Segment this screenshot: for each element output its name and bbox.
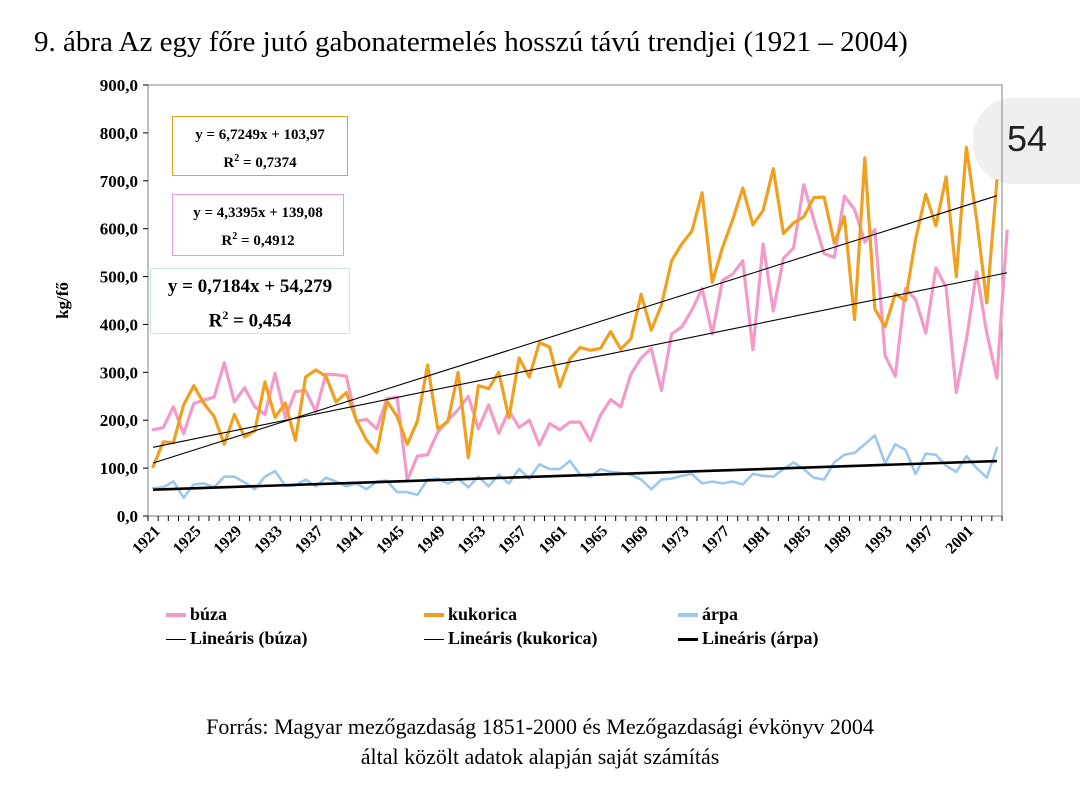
- source-line-1: Forrás: Magyar mezőgazdaság 1851-2000 és…: [206, 714, 874, 739]
- legend-swatch: [166, 613, 186, 617]
- trend-equation-arpa: y = 0,7184x + 54,279 R2 = 0,454: [150, 268, 350, 334]
- line-chart: 0,0 100,0 200,0 300,0 400,0 500,0 600,0 700,0 80…: [53, 76, 1009, 558]
- x-tick-label: 1937: [292, 523, 327, 558]
- series-line-buza: [151, 183, 1009, 482]
- legend-swatch: [424, 639, 444, 640]
- legend-swatch: [166, 639, 186, 640]
- y-axis-title: kg/fő: [53, 282, 72, 319]
- legend-swatch: [424, 613, 444, 617]
- x-tick-label: 1973: [658, 523, 693, 558]
- x-tick-label: 1941: [333, 523, 368, 558]
- x-tick-label: 1925: [170, 523, 205, 558]
- y-tick-label: 200,0: [100, 411, 138, 430]
- y-tick-label: 300,0: [100, 363, 138, 382]
- x-tick-label: 1989: [821, 523, 856, 558]
- y-tick-label: 700,0: [100, 172, 138, 191]
- x-tick-label: 1933: [251, 523, 286, 558]
- x-tick-label: 2001: [943, 523, 978, 558]
- r-squared-text: R2 = 0,4912: [221, 231, 295, 249]
- x-tick-label: 1961: [536, 523, 571, 558]
- slide-number-badge: 54: [973, 98, 1080, 184]
- x-tick-label: 1953: [455, 523, 490, 558]
- equation-text: y = 6,7249x + 103,97: [195, 127, 325, 143]
- equation-text: y = 0,7184x + 54,279: [167, 276, 333, 297]
- source-note: Forrás: Magyar mezőgazdaság 1851-2000 és…: [0, 712, 1080, 772]
- trendline-kukorica: [152, 195, 998, 464]
- x-tick-label: 1949: [414, 523, 449, 558]
- y-tick-label: 0,0: [117, 507, 138, 526]
- y-tick-label: 500,0: [100, 268, 138, 287]
- r-squared-text: R2 = 0,7374: [223, 153, 297, 171]
- x-tick-label: 1945: [373, 523, 408, 558]
- legend-swatch: [678, 638, 698, 641]
- y-tick-label: 100,0: [100, 459, 138, 478]
- r-squared-text: R2 = 0,454: [208, 308, 292, 332]
- x-tick-label: 1969: [617, 523, 652, 558]
- equation-text: y = 4,3395x + 139,08: [193, 205, 323, 221]
- legend-swatch: [678, 613, 698, 617]
- source-line-2: által közölt adatok alapján saját számít…: [360, 744, 720, 769]
- slide-number: 54: [1007, 118, 1048, 159]
- x-tick-label: 1977: [699, 523, 734, 558]
- trend-equation-kukorica: y = 6,7249x + 103,97 R2 = 0,7374: [172, 116, 348, 176]
- y-tick-label: 800,0: [100, 124, 138, 143]
- x-tick-label: 1929: [211, 523, 246, 558]
- x-tick-label: 1993: [861, 523, 896, 558]
- chart-title: 9. ábra Az egy főre jutó gabonatermelés …: [34, 26, 908, 58]
- series-line-kukorica: [151, 145, 999, 469]
- y-tick-label: 600,0: [100, 220, 138, 239]
- x-tick-label: 1981: [739, 523, 774, 558]
- x-tick-label: 1957: [495, 523, 530, 558]
- x-tick-label: 1997: [902, 523, 937, 558]
- x-tick-label: 1985: [780, 523, 815, 558]
- y-tick-label: 400,0: [100, 315, 138, 334]
- trend-equation-buza: y = 4,3395x + 139,08 R2 = 0,4912: [172, 194, 344, 256]
- x-tick-label: 1965: [577, 523, 612, 558]
- trendline-arpa: [153, 459, 997, 491]
- plot-area: 0,0 100,0 200,0 300,0 400,0 500,0 600,0 700,0 80…: [53, 76, 1009, 558]
- y-tick-label: 900,0: [100, 76, 138, 95]
- x-tick-label: 1921: [129, 523, 164, 558]
